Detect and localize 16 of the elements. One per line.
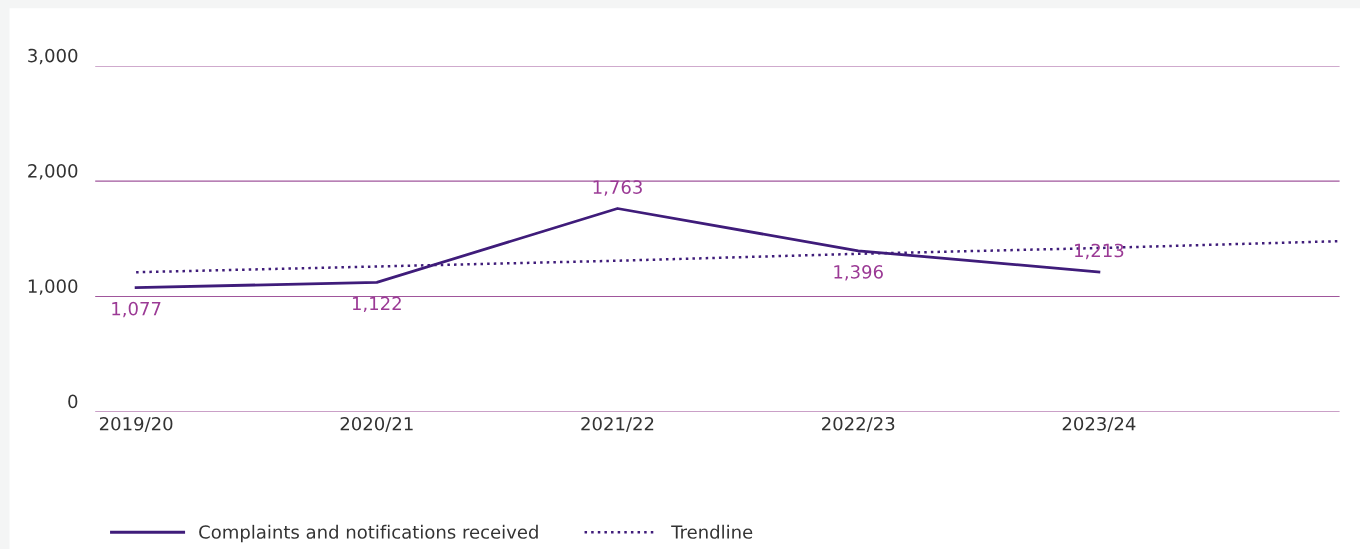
legend-label: Trendline bbox=[671, 524, 753, 539]
data-label: 1,122 bbox=[352, 296, 401, 313]
x-tick-label: 2023/24 bbox=[1062, 416, 1136, 433]
y-tick-label: 1,000 bbox=[28, 279, 78, 295]
y-tick-label: 3,000 bbox=[28, 48, 78, 65]
data-label: 1,213 bbox=[1075, 243, 1124, 260]
x-tick-label: 2021/22 bbox=[581, 416, 654, 433]
x-tick-label: 2019/20 bbox=[99, 416, 173, 433]
legend-label: Complaints and notifications received bbox=[199, 524, 538, 543]
data-label: 1,077 bbox=[112, 301, 161, 318]
y-tick-label: 2,000 bbox=[28, 164, 78, 180]
x-tick-label: 2022/23 bbox=[822, 416, 895, 433]
data-label: 1,396 bbox=[834, 265, 883, 281]
y-tick-label: 0 bbox=[68, 394, 78, 409]
x-tick-label: 2020/21 bbox=[340, 416, 413, 433]
data-label: 1,763 bbox=[593, 180, 642, 196]
